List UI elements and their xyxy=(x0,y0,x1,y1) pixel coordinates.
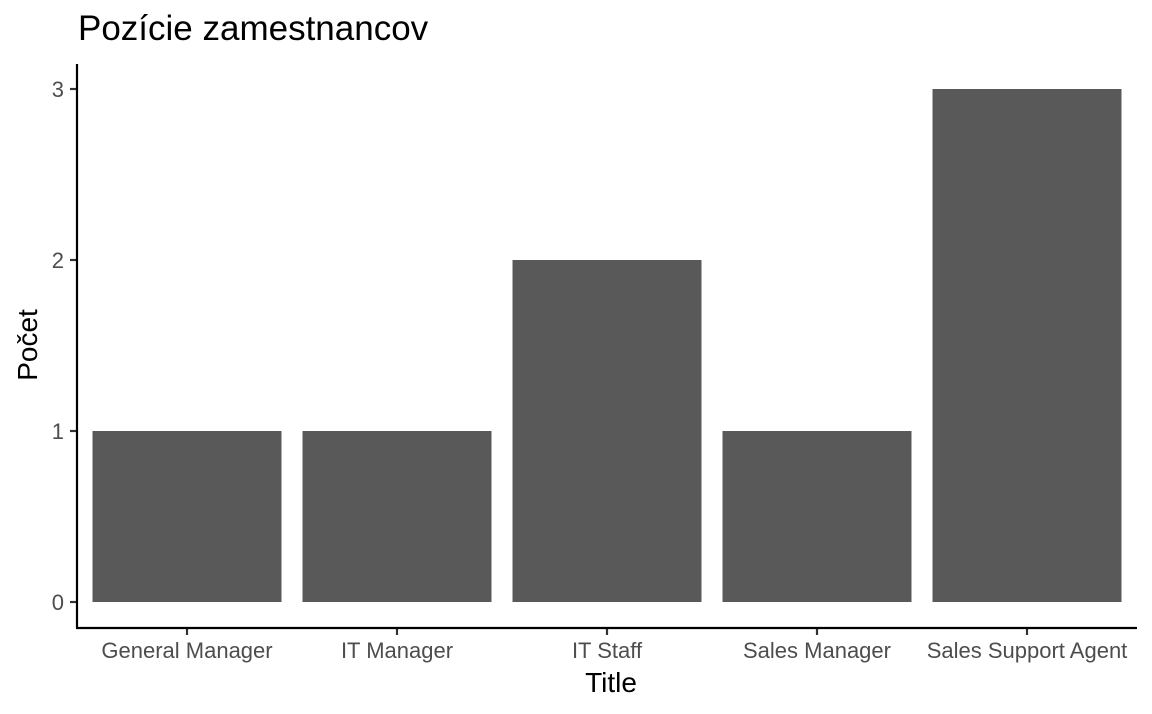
y-tick-label: 1 xyxy=(52,419,64,444)
x-axis-ticks: General Manager IT Manager IT Staff Sales M… xyxy=(101,628,1127,663)
x-tick-label: General Manager xyxy=(101,638,272,663)
bar-sales-manager xyxy=(722,431,912,602)
bar-sales-support-agent xyxy=(932,89,1122,602)
x-tick-label: Sales Support Agent xyxy=(927,638,1128,663)
x-tick-label: IT Manager xyxy=(341,638,453,663)
y-tick-label: 2 xyxy=(52,248,64,273)
chart-title: Pozície zamestnancov xyxy=(78,9,429,48)
x-axis-title: Title xyxy=(585,667,637,698)
x-tick-label: Sales Manager xyxy=(743,638,891,663)
x-tick-label: IT Staff xyxy=(572,638,643,663)
bar-general-manager xyxy=(92,431,282,602)
y-tick-label: 3 xyxy=(52,77,64,102)
bar-it-staff xyxy=(512,260,702,602)
y-tick-label: 0 xyxy=(52,590,64,615)
y-axis-title: Počet xyxy=(12,309,43,381)
bar-it-manager xyxy=(302,431,492,602)
y-axis-ticks: 0 1 2 3 xyxy=(52,77,77,615)
bars-group xyxy=(92,89,1122,602)
